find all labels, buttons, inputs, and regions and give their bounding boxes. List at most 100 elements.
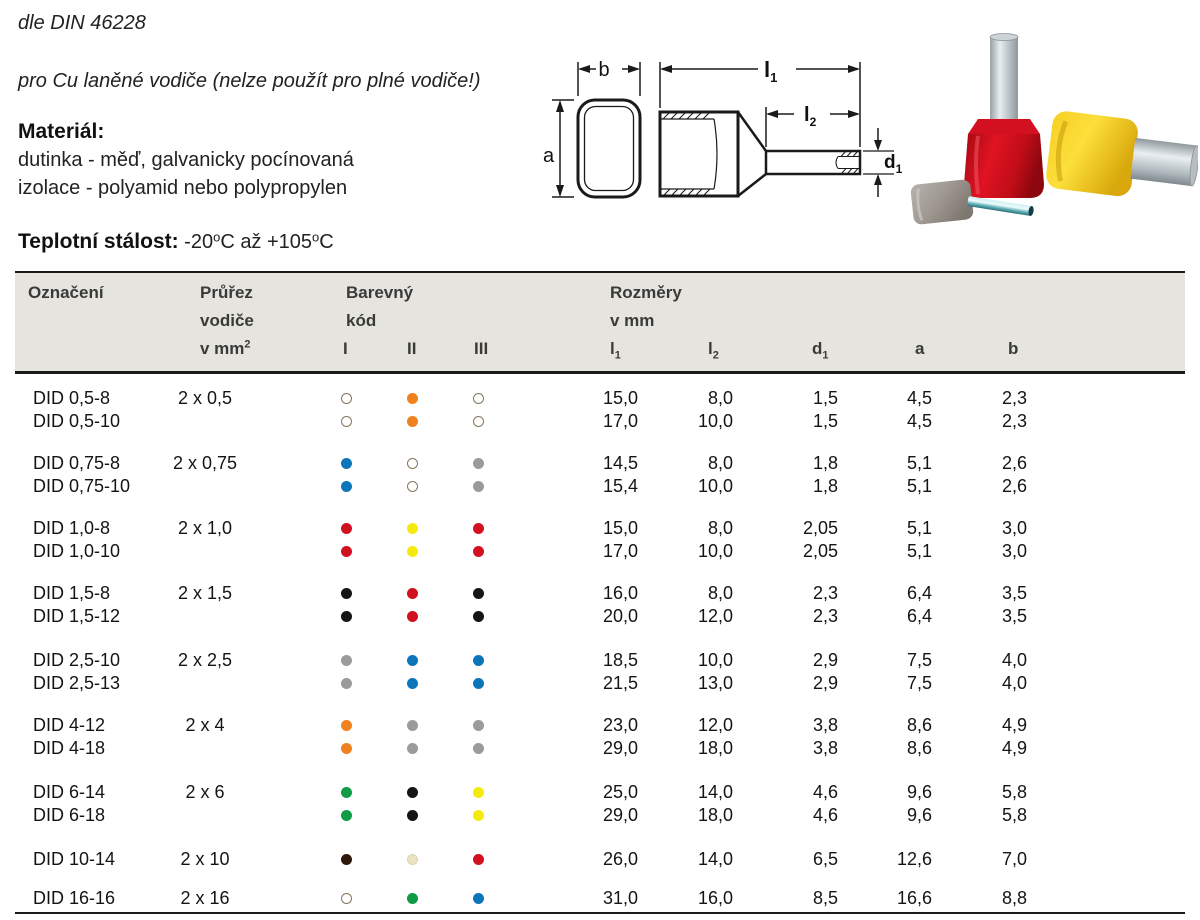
dim-d1: 2,9 [812, 673, 838, 693]
dim-l2: 8,0 [707, 388, 733, 408]
cross-section: 2 x 16 [180, 888, 230, 908]
color-dot [341, 678, 352, 689]
material-line-2: izolace - polyamid nebo polypropylen [18, 177, 348, 199]
dim-d1: 1,5 [812, 411, 838, 431]
color-dot [341, 611, 352, 622]
part-number: DID 6-14 [33, 782, 106, 802]
header-dim-a: a [915, 339, 925, 358]
dim-b: 2,6 [1001, 453, 1027, 473]
color-dot [341, 588, 352, 599]
dim-l1: 17,0 [602, 411, 638, 431]
color-dot [407, 678, 418, 689]
dim-a: 5,1 [906, 476, 932, 496]
part-number: DID 1,5-12 [33, 606, 121, 626]
dim-b: 4,0 [1001, 673, 1027, 693]
part-number: DID 0,5-8 [33, 388, 111, 408]
header-cross-1: Průřez [200, 283, 253, 302]
color-dot [473, 481, 484, 492]
dim-l1: 20,0 [602, 606, 638, 626]
end-view [552, 62, 642, 199]
color-dot [341, 481, 352, 492]
color-dot [407, 481, 418, 492]
dim-label-l1: l1 [764, 57, 777, 85]
dim-a: 5,1 [906, 518, 932, 538]
table-row: DID 2,5-10 2 x 2,5 18,5 10,0 2,9 7,5 4,0 [0, 650, 1200, 673]
cross-section: 2 x 2,5 [177, 650, 233, 670]
color-dot [473, 416, 484, 427]
dim-l1: 26,0 [602, 849, 638, 869]
color-dot [341, 655, 352, 666]
table-row: DID 2,5-13 21,5 13,0 2,9 7,5 4,0 [0, 673, 1200, 696]
dim-a: 8,6 [906, 715, 932, 735]
table-row: DID 6-18 29,0 18,0 4,6 9,6 5,8 [0, 805, 1200, 828]
color-dot [341, 743, 352, 754]
dim-a: 9,6 [906, 805, 932, 825]
temperature-heading: Teplotní stálost: [18, 230, 179, 253]
dim-l1: 15,4 [602, 476, 638, 496]
part-number: DID 1,5-8 [33, 583, 111, 603]
dim-a: 7,5 [906, 650, 932, 670]
color-dot [407, 854, 418, 865]
color-dot [407, 893, 418, 904]
dim-b: 2,6 [1001, 476, 1027, 496]
dim-l2: 8,0 [707, 453, 733, 473]
color-dot [407, 787, 418, 798]
dim-l2: 14,0 [697, 849, 733, 869]
color-dot [473, 588, 484, 599]
dim-l2: 18,0 [697, 805, 733, 825]
dim-d1: 2,3 [812, 583, 838, 603]
table-row: DID 1,0-8 2 x 1,0 15,0 8,0 2,05 5,1 3,0 [0, 518, 1200, 541]
dim-a: 5,1 [906, 541, 932, 561]
color-dot [341, 720, 352, 731]
color-dot [473, 458, 484, 469]
header-dim-l2: l2 [708, 339, 719, 362]
dim-b: 3,5 [1001, 583, 1027, 603]
dim-d1: 1,5 [812, 388, 838, 408]
dim-l1: 16,0 [602, 583, 638, 603]
dim-a: 12,6 [896, 849, 932, 869]
color-dot [473, 655, 484, 666]
dim-a: 6,4 [906, 583, 932, 603]
table-row: DID 4-18 29,0 18,0 3,8 8,6 4,9 [0, 738, 1200, 761]
dim-b: 3,5 [1001, 606, 1027, 626]
table-row: DID 16-16 2 x 16 31,0 16,0 8,5 16,6 8,8 [0, 888, 1200, 911]
dim-l1: 14,5 [602, 453, 638, 473]
color-dot [407, 416, 418, 427]
dim-label-a: a [543, 145, 555, 167]
cross-section: 2 x 4 [185, 715, 225, 735]
dim-l1: 23,0 [602, 715, 638, 735]
table-row: DID 0,75-10 15,4 10,0 1,8 5,1 2,6 [0, 476, 1200, 499]
part-number: DID 1,0-8 [33, 518, 111, 538]
gray-ferrule [910, 179, 1034, 225]
dim-l1: 15,0 [602, 388, 638, 408]
dim-l1: 29,0 [602, 805, 638, 825]
dim-l2: 16,0 [697, 888, 733, 908]
dim-b: 4,0 [1001, 650, 1027, 670]
dim-a: 4,5 [906, 388, 932, 408]
dim-l1: 21,5 [602, 673, 638, 693]
yellow-ferrule [1046, 111, 1198, 197]
dim-d1: 2,05 [802, 518, 838, 538]
header-cross-3: v mm2 [200, 338, 251, 358]
dim-l1: 18,5 [602, 650, 638, 670]
material-line-1: dutinka - měď, galvanicky pocínovaná [18, 149, 354, 171]
part-number: DID 1,0-10 [33, 541, 121, 561]
dim-l2: 10,0 [697, 411, 733, 431]
header-color-2: kód [346, 311, 377, 330]
color-dot [341, 893, 352, 904]
dim-l2: 10,0 [697, 541, 733, 561]
dimension-diagram: b a [543, 57, 903, 199]
red-ferrule [964, 33, 1044, 198]
dim-b: 4,9 [1001, 738, 1027, 758]
dim-a: 5,1 [906, 453, 932, 473]
dim-l2: 14,0 [697, 782, 733, 802]
color-dot [473, 720, 484, 731]
header-color-1: Barevný [346, 283, 414, 302]
dim-a: 16,6 [896, 888, 932, 908]
dim-label-b: b [598, 59, 609, 81]
part-number: DID 0,5-10 [33, 411, 121, 431]
dim-b: 5,8 [1001, 805, 1027, 825]
color-dot [341, 787, 352, 798]
dim-d1: 4,6 [812, 782, 838, 802]
dim-l2: 18,0 [697, 738, 733, 758]
